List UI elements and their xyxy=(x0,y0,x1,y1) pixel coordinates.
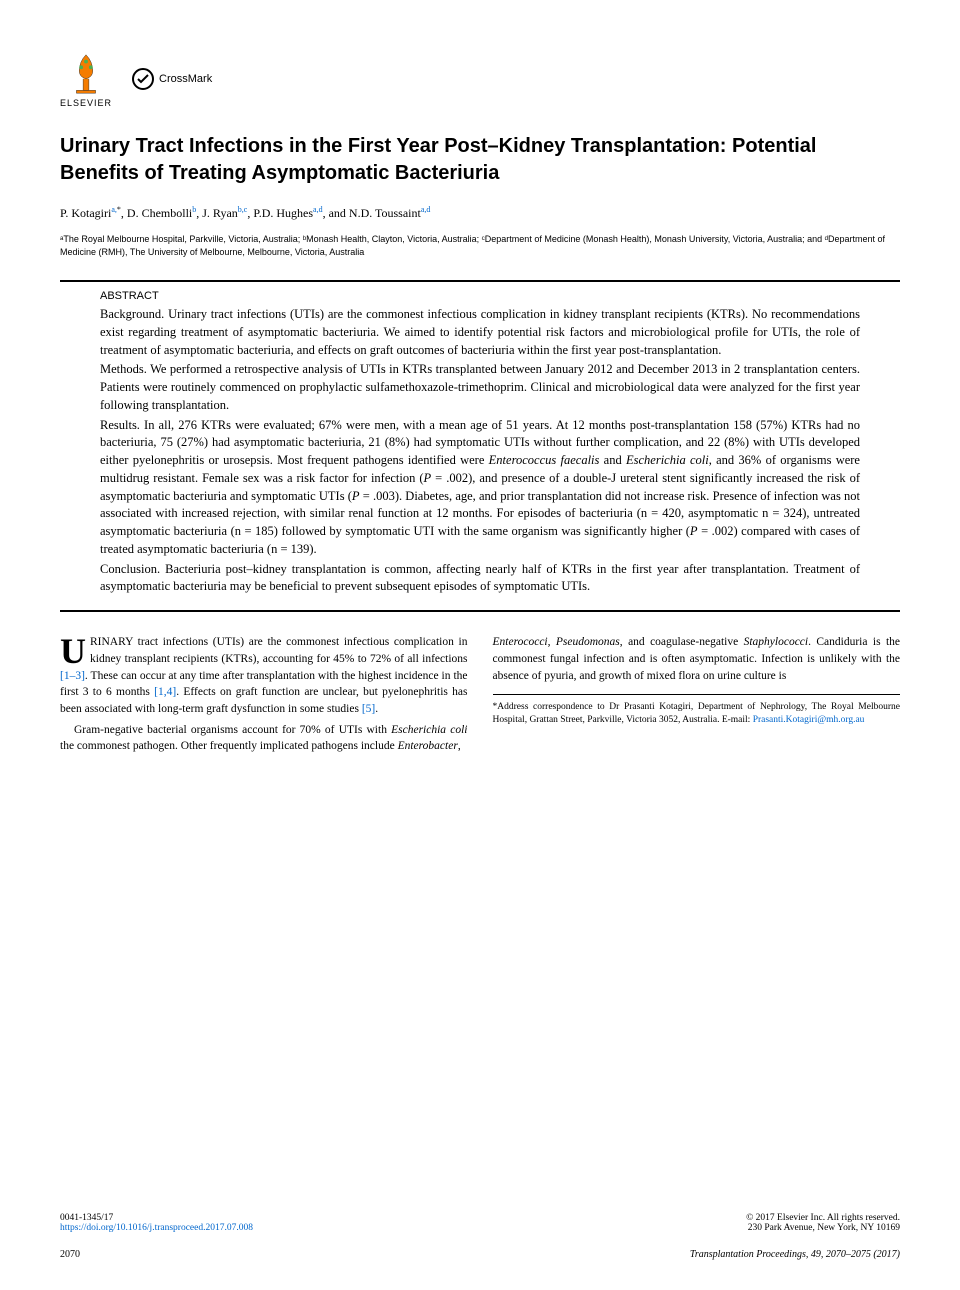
publisher-address: 230 Park Avenue, New York, NY 10169 xyxy=(746,1223,900,1233)
footer-pagination: 2070 Transplantation Proceedings, 49, 20… xyxy=(60,1249,900,1260)
crossmark-icon xyxy=(132,68,154,90)
elsevier-logo: ELSEVIER xyxy=(60,50,112,108)
column-left: URINARY tract infections (UTIs) are the … xyxy=(60,634,468,759)
header-logos: ELSEVIER CrossMark xyxy=(60,50,900,108)
authors-line: P. Kotagiria,*, D. Chembollib, J. Ryanb,… xyxy=(60,205,900,221)
column-right: Enterococci, Pseudomonas, and coagulase-… xyxy=(493,634,901,759)
footer-meta: 0041-1345/17 https://doi.org/10.1016/j.t… xyxy=(60,1213,900,1233)
article-title: Urinary Tract Infections in the First Ye… xyxy=(60,133,900,187)
footer-left: 0041-1345/17 https://doi.org/10.1016/j.t… xyxy=(60,1213,253,1233)
body-p3: Enterococci, Pseudomonas, and coagulase-… xyxy=(493,634,901,684)
doi-link[interactable]: https://doi.org/10.1016/j.transproceed.2… xyxy=(60,1223,253,1233)
issn: 0041-1345/17 xyxy=(60,1213,253,1223)
abstract-background: Background. Urinary tract infections (UT… xyxy=(100,306,860,359)
abstract-results: Results. In all, 276 KTRs were evaluated… xyxy=(100,417,860,559)
body-p2: Gram-negative bacterial organisms accoun… xyxy=(60,722,468,755)
copyright: © 2017 Elsevier Inc. All rights reserved… xyxy=(746,1213,900,1223)
abstract-methods: Methods. We performed a retrospective an… xyxy=(100,361,860,414)
footer-right: © 2017 Elsevier Inc. All rights reserved… xyxy=(746,1213,900,1233)
elsevier-tree-icon xyxy=(62,50,110,98)
abstract-box: ABSTRACT Background. Urinary tract infec… xyxy=(60,280,900,612)
page-footer: 0041-1345/17 https://doi.org/10.1016/j.t… xyxy=(60,1213,900,1260)
abstract-conclusion: Conclusion. Bacteriuria post–kidney tran… xyxy=(100,561,860,597)
dropcap: U xyxy=(60,634,90,666)
elsevier-label: ELSEVIER xyxy=(60,98,112,108)
journal-citation: Transplantation Proceedings, 49, 2070–20… xyxy=(690,1249,900,1260)
correspondence-box: *Address correspondence to Dr Prasanti K… xyxy=(493,694,901,727)
abstract-label: ABSTRACT xyxy=(100,290,860,302)
page-number: 2070 xyxy=(60,1249,80,1260)
crossmark-label: CrossMark xyxy=(159,73,212,85)
affiliations: ᵃThe Royal Melbourne Hospital, Parkville… xyxy=(60,233,900,258)
body-p1: URINARY tract infections (UTIs) are the … xyxy=(60,634,468,717)
body-columns: URINARY tract infections (UTIs) are the … xyxy=(60,634,900,759)
crossmark-badge[interactable]: CrossMark xyxy=(132,68,212,90)
